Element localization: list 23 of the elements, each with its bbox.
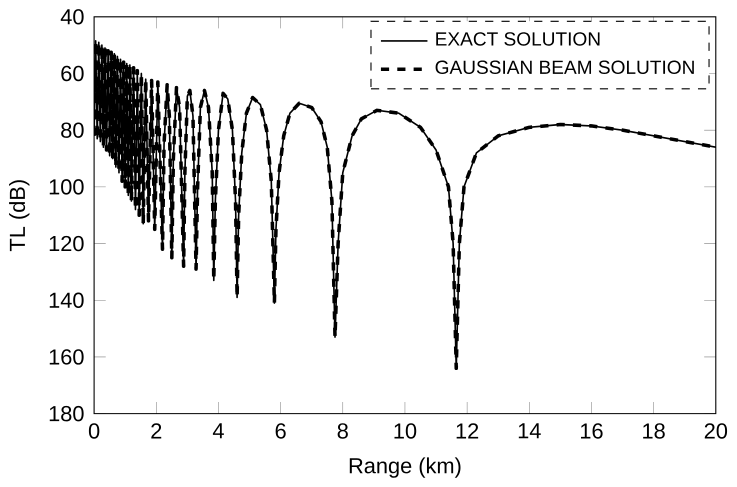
y-tick-label: 40	[60, 9, 84, 25]
y-axis-title: TL (dB)	[9, 180, 30, 252]
y-tick-label: 100	[50, 179, 84, 195]
x-tick-label: 14	[518, 423, 541, 438]
x-tick-label: 8	[338, 423, 348, 439]
x-tick-label: 2	[151, 423, 162, 439]
legend-label: EXACT SOLUTION	[436, 32, 600, 46]
x-tick-label: 18	[643, 423, 665, 439]
x-tick-label: 16	[581, 423, 603, 439]
x-tick-label: 6	[276, 423, 286, 439]
y-tick-label: 80	[61, 122, 84, 138]
legend-label: GAUSSIAN BEAM SOLUTION	[436, 60, 694, 74]
x-tick-label: 0	[88, 423, 100, 439]
x-tick-label: 10	[394, 423, 416, 439]
x-axis-title: Range (km)	[350, 457, 460, 478]
y-tick-label: 60	[61, 66, 84, 82]
y-tick-label: 140	[50, 292, 84, 308]
y-tick-label: 160	[50, 349, 84, 365]
y-tick-label: 180	[50, 406, 84, 422]
x-tick-label: 4	[212, 423, 224, 438]
x-tick-label: 20	[704, 423, 728, 439]
x-tick-label: 12	[456, 423, 478, 439]
y-tick-label: 120	[50, 236, 84, 252]
